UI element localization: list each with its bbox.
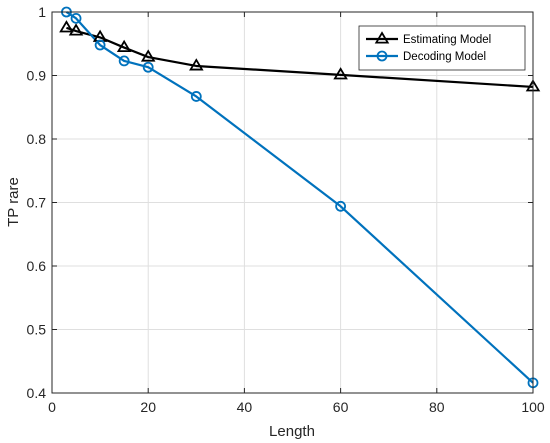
- x-ticks: 0 20 40 60 80 100: [48, 12, 545, 415]
- data-point-series-1: [333, 67, 348, 80]
- series-markers: [59, 6, 541, 389]
- data-point-series-1: [59, 20, 74, 33]
- data-point-series-2: [94, 39, 106, 51]
- data-point-series-2: [70, 12, 82, 24]
- data-point-series-2: [190, 91, 202, 102]
- legend-box: [358, 25, 526, 71]
- y-axis-label: TP rare: [5, 177, 22, 227]
- y-tick-label: 0.4: [27, 385, 47, 401]
- legend-label: Decoding Model: [403, 51, 486, 63]
- y-tick-label: 0.7: [27, 195, 47, 211]
- x-tick-label: 100: [521, 399, 545, 415]
- data-point-series-1: [116, 39, 132, 53]
- legend: Estimating Model Decoding Model: [358, 25, 526, 71]
- data-point-series-1: [68, 23, 84, 36]
- data-point-series-1: [140, 49, 156, 62]
- x-tick-label: 40: [237, 399, 253, 415]
- data-point-series-1: [189, 58, 204, 71]
- x-tick-label: 20: [140, 399, 156, 415]
- y-tick-label: 0.5: [27, 322, 47, 338]
- y-tick-label: 0.9: [27, 68, 47, 84]
- x-tick-label: 60: [333, 399, 349, 415]
- x-tick-label: 0: [48, 399, 56, 415]
- legend-swatch-marker: [376, 50, 388, 62]
- y-tick-label: 0.8: [27, 131, 47, 147]
- y-tick-label: 0.6: [27, 258, 47, 274]
- legend-swatch-marker: [374, 31, 390, 44]
- legend-label: Estimating Model: [403, 34, 491, 46]
- series-line-2: [65, 11, 534, 384]
- data-point-series-2: [142, 61, 154, 73]
- x-tick-label: 80: [429, 399, 445, 415]
- y-ticks: 0.4 0.5 0.6 0.7 0.8 0.9 1: [27, 4, 533, 401]
- data-point-series-2: [335, 200, 347, 212]
- y-tick-label: 1: [38, 4, 46, 20]
- x-axis-label: Length: [269, 423, 315, 440]
- data-point-series-2: [118, 55, 130, 67]
